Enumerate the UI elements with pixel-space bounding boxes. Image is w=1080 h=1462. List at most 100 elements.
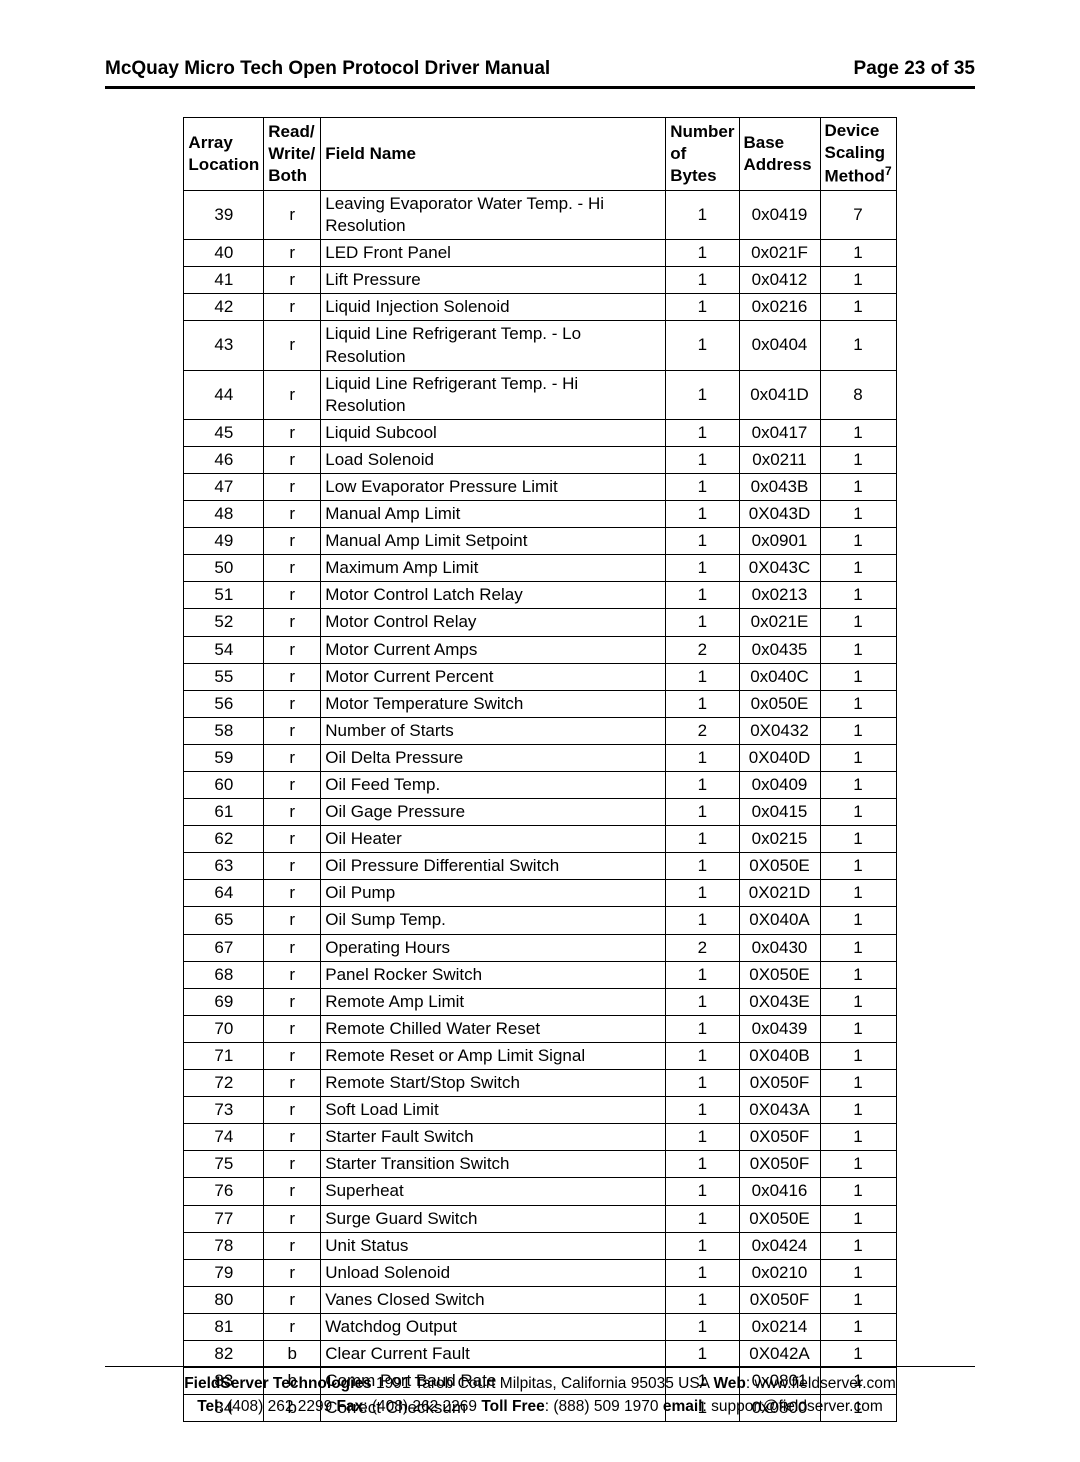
col-header-read-write-both: Read/ Write/ Both	[264, 118, 321, 191]
cell-field-name: Motor Current Amps	[321, 636, 666, 663]
cell-array-location: 79	[184, 1259, 264, 1286]
cell-field-name: Panel Rocker Switch	[321, 961, 666, 988]
cell-number-of-bytes: 1	[666, 419, 739, 446]
cell-number-of-bytes: 1	[666, 907, 739, 934]
cell-number-of-bytes: 1	[666, 190, 739, 239]
cell-number-of-bytes: 1	[666, 1097, 739, 1124]
cell-base-address: 0X040A	[739, 907, 820, 934]
cell-read-write-both: r	[264, 663, 321, 690]
cell-device-scaling-method: 1	[820, 1124, 896, 1151]
cell-read-write-both: r	[264, 501, 321, 528]
table-row: 52rMotor Control Relay10x021E1	[184, 609, 896, 636]
cell-base-address: 0x0417	[739, 419, 820, 446]
cell-read-write-both: r	[264, 1205, 321, 1232]
cell-field-name: Starter Transition Switch	[321, 1151, 666, 1178]
cell-device-scaling-method: 1	[820, 663, 896, 690]
cell-number-of-bytes: 1	[666, 826, 739, 853]
cell-base-address: 0x021F	[739, 240, 820, 267]
cell-number-of-bytes: 1	[666, 240, 739, 267]
cell-field-name: Soft Load Limit	[321, 1097, 666, 1124]
cell-device-scaling-method: 1	[820, 1259, 896, 1286]
cell-number-of-bytes: 1	[666, 1124, 739, 1151]
cell-base-address: 0X050F	[739, 1124, 820, 1151]
cell-device-scaling-method: 1	[820, 1178, 896, 1205]
cell-array-location: 55	[184, 663, 264, 690]
cell-read-write-both: r	[264, 961, 321, 988]
cell-field-name: Operating Hours	[321, 934, 666, 961]
cell-field-name: Motor Current Percent	[321, 663, 666, 690]
cell-field-name: Oil Pressure Differential Switch	[321, 853, 666, 880]
cell-field-name: Motor Control Latch Relay	[321, 582, 666, 609]
cell-field-name: Liquid Subcool	[321, 419, 666, 446]
cell-read-write-both: r	[264, 1070, 321, 1097]
cell-field-name: Oil Gage Pressure	[321, 799, 666, 826]
table-row: 44rLiquid Line Refrigerant Temp. - Hi Re…	[184, 370, 896, 419]
page: McQuay Micro Tech Open Protocol Driver M…	[0, 0, 1080, 1462]
cell-array-location: 50	[184, 555, 264, 582]
cell-base-address: 0x0409	[739, 772, 820, 799]
cell-field-name: LED Front Panel	[321, 240, 666, 267]
table-row: 82bClear Current Fault10X042A1	[184, 1340, 896, 1367]
cell-read-write-both: r	[264, 853, 321, 880]
table-row: 55rMotor Current Percent10x040C1	[184, 663, 896, 690]
cell-field-name: Load Solenoid	[321, 446, 666, 473]
cell-array-location: 80	[184, 1286, 264, 1313]
table-row: 77rSurge Guard Switch10X050E1	[184, 1205, 896, 1232]
cell-read-write-both: r	[264, 1151, 321, 1178]
table-row: 41rLift Pressure10x04121	[184, 267, 896, 294]
cell-number-of-bytes: 2	[666, 934, 739, 961]
cell-array-location: 54	[184, 636, 264, 663]
cell-array-location: 60	[184, 772, 264, 799]
cell-read-write-both: r	[264, 294, 321, 321]
cell-number-of-bytes: 1	[666, 1070, 739, 1097]
cell-device-scaling-method: 1	[820, 609, 896, 636]
table-row: 58rNumber of Starts20X04321	[184, 717, 896, 744]
cell-device-scaling-method: 1	[820, 961, 896, 988]
cell-base-address: 0x0430	[739, 934, 820, 961]
cell-read-write-both: r	[264, 1015, 321, 1042]
cell-device-scaling-method: 1	[820, 1015, 896, 1042]
cell-number-of-bytes: 1	[666, 528, 739, 555]
cell-read-write-both: r	[264, 555, 321, 582]
footer-web-label: Web	[713, 1375, 745, 1392]
cell-read-write-both: r	[264, 267, 321, 294]
table-row: 49rManual Amp Limit Setpoint10x09011	[184, 528, 896, 555]
cell-field-name: Low Evaporator Pressure Limit	[321, 473, 666, 500]
col-header-base-address: Base Address	[739, 118, 820, 191]
cell-field-name: Unload Solenoid	[321, 1259, 666, 1286]
cell-field-name: Remote Reset or Amp Limit Signal	[321, 1042, 666, 1069]
cell-device-scaling-method: 1	[820, 528, 896, 555]
cell-field-name: Watchdog Output	[321, 1313, 666, 1340]
table-row: 45rLiquid Subcool10x04171	[184, 419, 896, 446]
cell-field-name: Unit Status	[321, 1232, 666, 1259]
cell-device-scaling-method: 1	[820, 1097, 896, 1124]
cell-array-location: 42	[184, 294, 264, 321]
cell-base-address: 0x0412	[739, 267, 820, 294]
cell-base-address: 0x021E	[739, 609, 820, 636]
cell-number-of-bytes: 1	[666, 1259, 739, 1286]
cell-array-location: 43	[184, 321, 264, 370]
page-header: McQuay Micro Tech Open Protocol Driver M…	[105, 58, 975, 89]
cell-base-address: 0x0211	[739, 446, 820, 473]
cell-device-scaling-method: 1	[820, 555, 896, 582]
cell-field-name: Oil Heater	[321, 826, 666, 853]
cell-array-location: 75	[184, 1151, 264, 1178]
cell-number-of-bytes: 1	[666, 1151, 739, 1178]
table-row: 65rOil Sump Temp.10X040A1	[184, 907, 896, 934]
cell-number-of-bytes: 1	[666, 772, 739, 799]
table-row: 47rLow Evaporator Pressure Limit10x043B1	[184, 473, 896, 500]
cell-read-write-both: r	[264, 190, 321, 239]
cell-device-scaling-method: 1	[820, 419, 896, 446]
cell-base-address: 0x0210	[739, 1259, 820, 1286]
cell-base-address: 0X043C	[739, 555, 820, 582]
cell-number-of-bytes: 1	[666, 744, 739, 771]
cell-device-scaling-method: 1	[820, 1313, 896, 1340]
cell-device-scaling-method: 1	[820, 772, 896, 799]
cell-array-location: 51	[184, 582, 264, 609]
cell-field-name: Leaving Evaporator Water Temp. - Hi Reso…	[321, 190, 666, 239]
cell-device-scaling-method: 1	[820, 1151, 896, 1178]
cell-base-address: 0X050F	[739, 1070, 820, 1097]
cell-array-location: 76	[184, 1178, 264, 1205]
cell-device-scaling-method: 1	[820, 473, 896, 500]
table-row: 60rOil Feed Temp.10x04091	[184, 772, 896, 799]
